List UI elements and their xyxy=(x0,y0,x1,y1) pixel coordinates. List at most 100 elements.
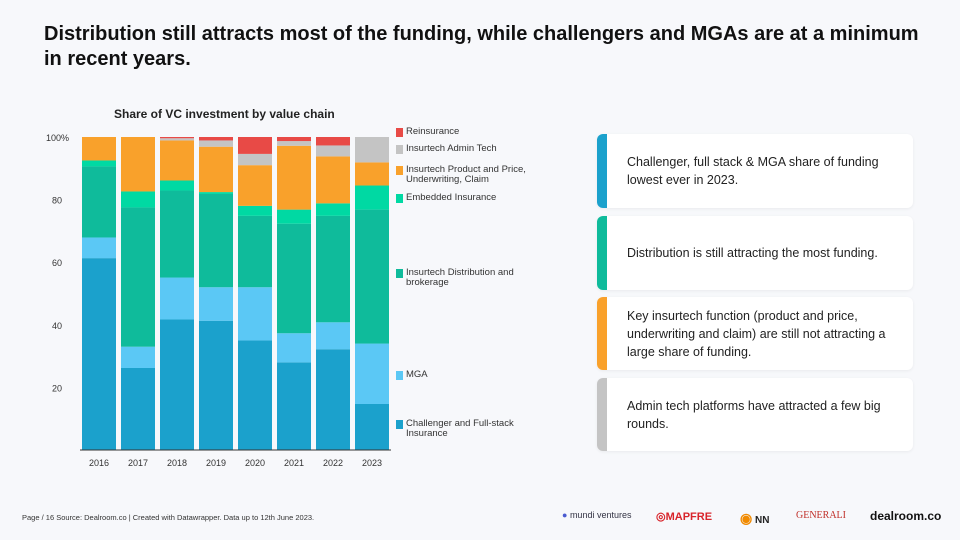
bar-segment xyxy=(199,193,233,288)
bar-segment xyxy=(160,138,194,141)
bar-segment xyxy=(277,141,311,146)
bar-segment xyxy=(199,146,233,193)
bar-segment xyxy=(199,137,233,141)
legend-swatch xyxy=(396,128,403,137)
logo-mapfre: ◎MAPFRE xyxy=(656,511,713,523)
bar-segment xyxy=(316,145,350,157)
bar-segment xyxy=(160,137,194,139)
legend-label: Insurtech Admin Tech xyxy=(406,143,497,154)
bar-segment xyxy=(82,258,116,450)
x-tick-label: 2019 xyxy=(206,458,226,468)
legend-label: MGA xyxy=(406,369,428,380)
bar-segment xyxy=(82,237,116,259)
bar-segment xyxy=(121,367,155,450)
bar-segment xyxy=(316,137,350,146)
bar-segment xyxy=(316,322,350,350)
bar-segment xyxy=(277,333,311,363)
bar-segment xyxy=(121,191,155,208)
legend-item: Insurtech Distribution and brokerage xyxy=(396,268,546,288)
legend-swatch xyxy=(396,145,403,154)
bar-segment xyxy=(82,137,116,161)
bar-segment xyxy=(121,346,155,368)
bar-segment xyxy=(160,140,194,181)
bar-segment xyxy=(121,207,155,347)
legend-item: MGA xyxy=(396,370,546,380)
card-accent xyxy=(597,297,607,370)
insight-card-product: Key insurtech function (product and pric… xyxy=(597,297,913,370)
legend-item: Insurtech Product and Price, Underwritin… xyxy=(396,165,546,185)
legend-swatch xyxy=(396,371,403,380)
bar-segment xyxy=(355,209,389,344)
card-accent xyxy=(597,134,607,208)
x-tick-label: 2017 xyxy=(128,458,148,468)
bar-segment xyxy=(355,162,389,186)
legend-swatch xyxy=(396,194,403,203)
bar-segment xyxy=(238,215,272,288)
y-tick-label: 40 xyxy=(52,321,62,331)
bar-segment xyxy=(277,137,311,142)
bar-segment xyxy=(82,160,116,167)
x-tick-label: 2020 xyxy=(245,458,265,468)
legend-item: Insurtech Admin Tech xyxy=(396,144,546,154)
x-tick-label: 2022 xyxy=(323,458,343,468)
y-tick-label: 20 xyxy=(52,383,62,393)
bar-segment xyxy=(316,156,350,204)
bar-segment xyxy=(277,209,311,224)
insight-card-distribution: Distribution is still attracting the mos… xyxy=(597,216,913,290)
logo-mundi-ventures: ● mundi ventures xyxy=(562,510,632,520)
legend-label: Challenger and Full-stack Insurance xyxy=(406,418,514,439)
bar-segment xyxy=(238,153,272,166)
bar-segment xyxy=(316,349,350,450)
bar-segment xyxy=(199,287,233,321)
bar-segment xyxy=(316,203,350,216)
bar-segment xyxy=(160,190,194,278)
bar-segment xyxy=(316,215,350,323)
legend-item: Challenger and Full-stack Insurance xyxy=(396,419,546,439)
card-text: Challenger, full stack & MGA share of fu… xyxy=(627,155,879,187)
bar-segment xyxy=(82,166,116,238)
legend-label: Reinsurance xyxy=(406,126,460,137)
bar-segment xyxy=(160,180,194,191)
bar-segment xyxy=(238,137,272,154)
legend-swatch xyxy=(396,166,403,175)
bar-segment xyxy=(355,137,389,163)
bar-segment xyxy=(355,343,389,404)
chart-title: Share of VC investment by value chain xyxy=(114,107,335,121)
x-tick-label: 2023 xyxy=(362,458,382,468)
legend-swatch xyxy=(396,269,403,278)
legend-label: Insurtech Distribution and brokerage xyxy=(406,267,514,288)
bar-segment xyxy=(238,165,272,206)
y-tick-label: 60 xyxy=(52,258,62,268)
card-accent xyxy=(597,378,607,451)
bar-segment xyxy=(238,205,272,216)
bar-segment xyxy=(355,403,389,450)
bar-segment xyxy=(160,277,194,320)
bar-segment xyxy=(238,287,272,341)
legend-item: Reinsurance xyxy=(396,127,546,137)
bar-segment xyxy=(199,140,233,147)
footer-source: Page / 16 Source: Dealroom.co | Created … xyxy=(22,513,315,522)
bar-segment xyxy=(355,185,389,210)
x-tick-label: 2021 xyxy=(284,458,304,468)
card-text: Key insurtech function (product and pric… xyxy=(627,308,886,359)
x-tick-label: 2016 xyxy=(89,458,109,468)
bar-segment xyxy=(160,319,194,450)
card-text: Distribution is still attracting the mos… xyxy=(627,246,878,260)
bar-segment xyxy=(277,223,311,334)
bar-segment xyxy=(238,340,272,450)
bar-segment xyxy=(121,137,155,192)
logo-dealroom: dealroom.co xyxy=(870,509,942,523)
insight-card-admin: Admin tech platforms have attracted a fe… xyxy=(597,378,913,451)
bar-segment xyxy=(277,145,311,210)
legend-item: Embedded Insurance xyxy=(396,193,546,203)
bar-segment xyxy=(199,320,233,450)
logo-nn: ◉ NN xyxy=(740,510,770,526)
card-text: Admin tech platforms have attracted a fe… xyxy=(627,398,881,431)
y-tick-label: 80 xyxy=(52,196,62,206)
slide-title: Distribution still attracts most of the … xyxy=(44,23,919,70)
card-accent xyxy=(597,216,607,290)
bar-segment xyxy=(277,362,311,450)
legend-swatch xyxy=(396,420,403,429)
